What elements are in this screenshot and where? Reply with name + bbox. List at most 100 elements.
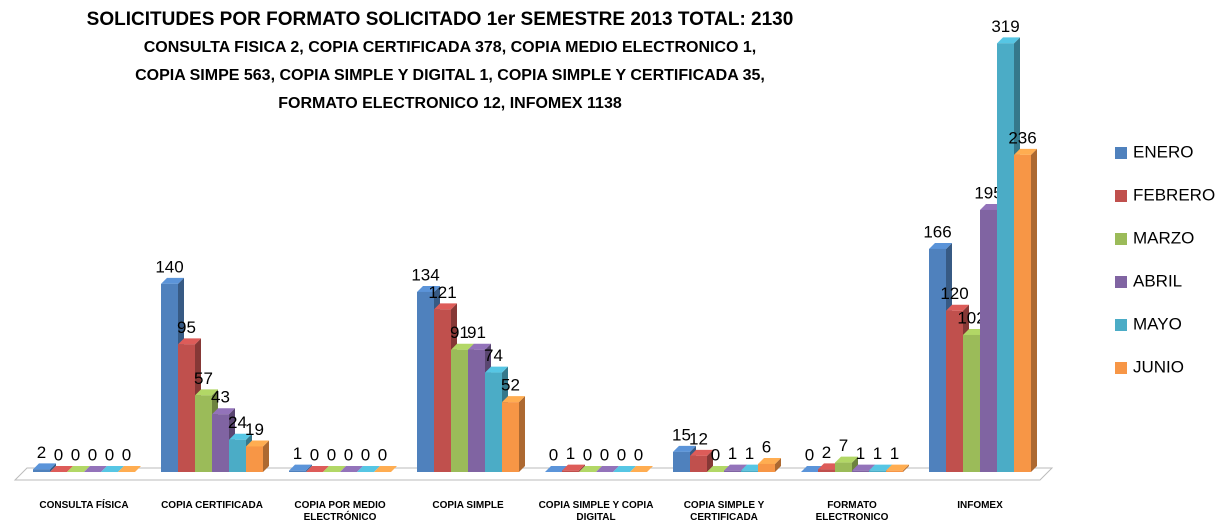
value-label: 195 [974, 183, 1002, 202]
bar [724, 470, 741, 472]
value-label: 2 [822, 443, 831, 462]
value-label: 0 [310, 445, 319, 464]
value-label: 91 [467, 323, 486, 342]
legend-swatch [1115, 233, 1127, 245]
bar-top [997, 37, 1020, 44]
value-label: 0 [54, 445, 63, 464]
bar [485, 372, 502, 472]
bar-top [417, 285, 440, 292]
floor [13, 467, 1054, 481]
bar [980, 209, 997, 472]
bar-top [502, 396, 525, 403]
bar-top [50, 466, 73, 472]
value-label: 57 [194, 369, 213, 388]
bar-top [562, 464, 585, 471]
value-label: 121 [428, 283, 456, 302]
bar [246, 446, 263, 472]
value-label: 319 [991, 17, 1019, 36]
bar-top [178, 338, 201, 345]
chart-subtitle: FORMATO ELECTRONICO 12, INFOMEX 1138 [278, 95, 622, 112]
bar-side [306, 464, 312, 472]
bar-top [212, 408, 235, 415]
value-label: 102 [957, 308, 985, 327]
value-label: 236 [1008, 128, 1036, 147]
bar [673, 451, 690, 472]
chart-title: SOLICITUDES POR FORMATO SOLICITADO 1er S… [87, 9, 794, 30]
value-label: 120 [940, 284, 968, 303]
x-tick-label: FORMATO ELECTRONICO [815, 500, 889, 523]
x-tick-label: INFOMEX [957, 500, 1003, 511]
value-label: 0 [105, 445, 114, 464]
value-label: 166 [923, 222, 951, 241]
value-label: 1 [890, 444, 899, 463]
value-label: 19 [245, 420, 264, 439]
bar-top [306, 466, 329, 472]
value-label: 0 [71, 445, 80, 464]
chart-subtitle: COPIA SIMPE 563, COPIA SIMPLE Y DIGITAL … [135, 67, 765, 84]
bar-top [596, 466, 619, 472]
bar-top [690, 449, 713, 456]
bar-top [118, 466, 141, 472]
bar [758, 463, 775, 472]
bar [818, 469, 835, 472]
bar-side [263, 440, 269, 472]
bar-top [724, 464, 747, 471]
bar-side [579, 464, 585, 472]
legend-swatch [1115, 190, 1127, 202]
bar-top [246, 440, 269, 447]
x-tick-label: COPIA SIMPLE Y CERTIFICADA [683, 500, 765, 523]
value-label: 15 [672, 425, 691, 444]
x-tick-label: COPIA SIMPLE Y COPIA DIGITAL [538, 500, 654, 523]
value-label: 1 [728, 444, 737, 463]
value-label: 2 [37, 443, 46, 462]
bar-top [84, 466, 107, 472]
x-tick-label: COPIA CERTIFICADA [161, 500, 263, 511]
bar-top [886, 464, 909, 471]
bar-top [485, 366, 508, 373]
bar-top [340, 466, 363, 472]
bar [212, 414, 229, 472]
value-label: 0 [549, 445, 558, 464]
bar [33, 469, 50, 472]
bar-top [289, 464, 312, 471]
legend-label: ENERO [1133, 142, 1193, 161]
value-label: 0 [344, 445, 353, 464]
value-label: 1 [856, 444, 865, 463]
value-label: 91 [450, 323, 469, 342]
legend-swatch [1115, 319, 1127, 331]
bar [451, 349, 468, 472]
bar-top [434, 303, 457, 310]
bar [562, 470, 579, 472]
bar-side [1031, 148, 1037, 472]
bar-top [835, 456, 858, 463]
legend-swatch [1115, 276, 1127, 288]
value-label: 1 [566, 444, 575, 463]
bar-top [673, 445, 696, 452]
value-label: 95 [177, 318, 196, 337]
bar [690, 455, 707, 472]
bar-top [468, 343, 491, 350]
bar-side [707, 449, 713, 472]
value-label: 0 [711, 445, 720, 464]
bar-top [229, 433, 252, 440]
bar-top [613, 466, 636, 472]
bar-side [775, 457, 781, 472]
bar-top [929, 242, 952, 249]
value-label: 0 [617, 445, 626, 464]
legend-label: ABRIL [1133, 271, 1182, 290]
bar-top [946, 304, 969, 311]
bar-top [357, 466, 380, 472]
value-label: 1 [293, 444, 302, 463]
legend-swatch [1115, 147, 1127, 159]
bar-top [101, 466, 124, 472]
value-label: 6 [762, 437, 771, 456]
legend-swatch [1115, 362, 1127, 374]
bar-top [161, 277, 184, 284]
bar [852, 470, 869, 472]
value-label: 0 [122, 445, 131, 464]
bar-side [519, 396, 525, 472]
bar [741, 470, 758, 472]
x-tick-label: CONSULTA FÍSICA [39, 500, 129, 511]
bar [178, 344, 195, 472]
